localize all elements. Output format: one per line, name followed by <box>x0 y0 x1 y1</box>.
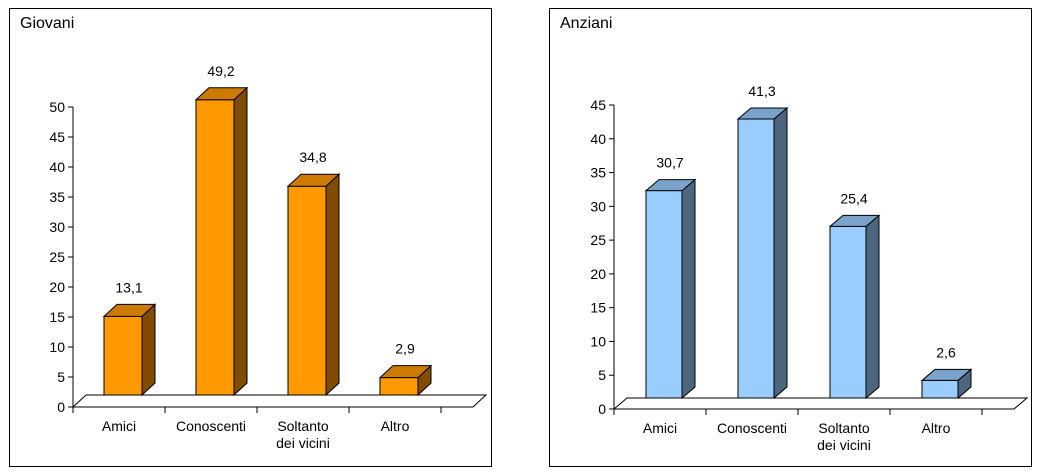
bar-top <box>102 303 157 317</box>
bar-top <box>644 179 697 192</box>
bar <box>829 225 867 399</box>
data-label: 2,9 <box>395 341 415 357</box>
x-tick-label: dei vicini <box>817 437 871 453</box>
x-tick-label: Soltanto <box>818 420 870 436</box>
y-tick-label: 40 <box>590 131 606 147</box>
y-tick-label: 25 <box>590 232 606 248</box>
chart-title: Giovani <box>20 15 75 32</box>
bar <box>103 315 143 396</box>
y-tick-label: 40 <box>49 159 65 175</box>
x-tick-label: Soltanto <box>277 418 329 434</box>
y-tick-label: 5 <box>57 369 65 385</box>
y-tick-label: 5 <box>598 367 606 383</box>
chart-title: Anziani <box>560 15 613 32</box>
data-label: 49,2 <box>207 63 234 79</box>
y-tick-label: 0 <box>598 401 606 417</box>
bar-side <box>773 106 788 400</box>
bar-top <box>194 87 249 101</box>
floor-plane <box>71 394 488 408</box>
bar-side <box>865 214 880 400</box>
y-tick-label: 20 <box>590 266 606 282</box>
data-label: 25,4 <box>840 190 867 206</box>
bar-side <box>681 178 696 400</box>
x-tick-label: dei vicini <box>276 435 330 451</box>
y-tick-label: 0 <box>57 399 65 415</box>
bar <box>645 190 683 399</box>
data-label: 41,3 <box>748 83 775 99</box>
y-tick-label: 45 <box>49 129 65 145</box>
bar <box>287 185 327 396</box>
y-tick-label: 30 <box>590 198 606 214</box>
y-tick-label: 15 <box>49 309 65 325</box>
y-tick-label: 25 <box>49 249 65 265</box>
y-tick-label: 15 <box>590 300 606 316</box>
y-tick-label: 20 <box>49 279 65 295</box>
bar-side <box>141 303 156 397</box>
bar <box>379 377 419 396</box>
bar <box>921 379 959 399</box>
data-label: 34,8 <box>299 149 326 165</box>
bar-chart-giovani: 0 5 10 15 20 25 30 35 40 45 50 13,1 Amici 49,2 Conosce… <box>49 63 488 451</box>
bar-chart-anziani: 0 5 10 15 20 25 30 35 40 45 30,7 Amici 41,3 Conoscent… <box>590 83 1029 453</box>
data-label: 13,1 <box>115 279 142 295</box>
y-tick-label: 10 <box>49 339 65 355</box>
chart-panel-giovani: Giovani 0 5 10 15 20 25 30 35 40 45 50 13,1 Amici 49,… <box>9 8 492 467</box>
x-tick-label: Conoscenti <box>176 418 246 434</box>
data-label: 30,7 <box>656 155 683 171</box>
x-tick-label: Conoscenti <box>717 420 787 436</box>
x-tick-label: Amici <box>643 420 677 436</box>
bar-side <box>233 86 248 397</box>
y-tick-label: 45 <box>590 97 606 113</box>
bar-top <box>286 173 341 187</box>
y-tick-label: 30 <box>49 219 65 235</box>
data-label: 2,6 <box>936 344 956 360</box>
x-tick-label: Altro <box>922 420 951 436</box>
chart-panel-anziani: Anziani 0 5 10 15 20 25 30 35 40 45 30,7 Amici 41,3 C… <box>549 8 1032 467</box>
bar <box>195 99 235 396</box>
bar-top <box>736 107 789 120</box>
bar <box>737 118 775 399</box>
bar-side <box>325 173 340 397</box>
y-tick-label: 35 <box>49 189 65 205</box>
y-tick-label: 35 <box>590 165 606 181</box>
bar-top <box>828 214 881 227</box>
x-tick-label: Amici <box>102 418 136 434</box>
x-tick-label: Altro <box>381 418 410 434</box>
bar-top <box>378 365 433 379</box>
bar-top <box>920 368 973 381</box>
y-tick-label: 10 <box>590 333 606 349</box>
y-tick-label: 50 <box>49 99 65 115</box>
floor-plane <box>612 397 1029 410</box>
